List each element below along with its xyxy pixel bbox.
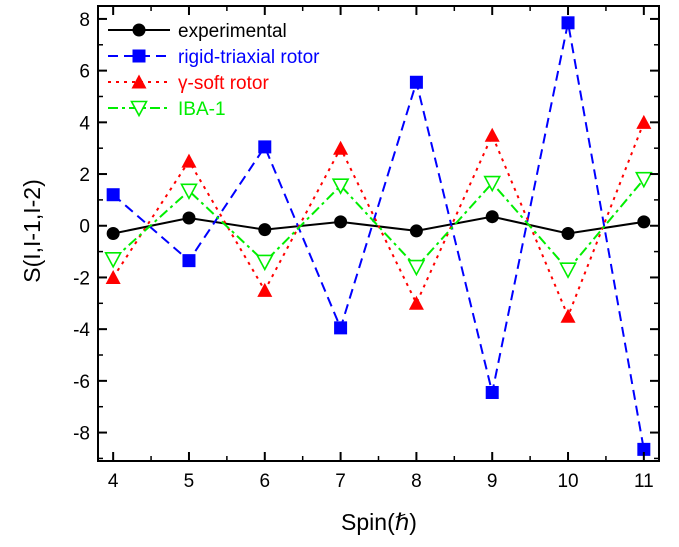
data-point	[637, 215, 651, 229]
data-point	[182, 211, 196, 225]
x-tick-label: 7	[335, 471, 346, 492]
data-point	[560, 308, 576, 323]
data-point	[561, 227, 575, 240]
legend-label: γ-soft rotor	[178, 73, 269, 94]
y-tick-label: 2	[79, 165, 90, 186]
data-point	[106, 188, 120, 202]
data-point	[258, 223, 272, 237]
x-tick-label: 8	[411, 471, 422, 492]
data-point	[106, 227, 120, 240]
data-point	[258, 140, 272, 154]
legend-label: IBA-1	[178, 99, 226, 120]
legend-marker	[131, 74, 147, 89]
legend-item-1: rigid-triaxial rotor	[108, 47, 320, 68]
x-tick-label: 6	[259, 471, 270, 492]
series-line	[112, 178, 645, 272]
data-point	[408, 295, 424, 310]
legend-item-2: γ-soft rotor	[108, 73, 269, 94]
data-point	[181, 153, 197, 168]
y-tick-label: 4	[79, 113, 90, 134]
y-tick-label: 8	[79, 10, 90, 31]
data-point	[637, 442, 651, 456]
data-point	[485, 210, 499, 224]
data-point	[483, 175, 502, 193]
data-point	[255, 254, 274, 272]
series-0	[106, 210, 651, 240]
series-3	[104, 171, 653, 279]
x-tick-label: 9	[487, 471, 498, 492]
legend-item-0: experimental	[108, 21, 287, 42]
legend-item-3: IBA-1	[108, 99, 226, 120]
data-point	[104, 252, 122, 269]
data-point	[333, 140, 349, 155]
axes-layer: 4 5 6 7 8 9 10 11 -8 -6 -4 -2 0 2 4 6 8	[73, 5, 660, 492]
y-tick-label: -8	[73, 424, 90, 445]
legend-label: experimental	[178, 21, 287, 42]
legend-label: rigid-triaxial rotor	[178, 47, 320, 68]
data-point	[407, 259, 426, 277]
x-tick-label: 10	[557, 471, 578, 492]
legend-marker	[132, 23, 146, 37]
data-point	[636, 114, 652, 129]
y-tick-label: -4	[73, 320, 90, 341]
legend-marker	[130, 100, 148, 118]
legend: experimental rigid-triaxial rotor γ-soft r…	[108, 21, 320, 120]
y-axis-label: S(I,I-1,I-2)	[19, 179, 45, 283]
x-tick-label: 11	[634, 471, 654, 492]
y-tick-label: 0	[79, 217, 90, 238]
series-layer	[104, 16, 653, 456]
x-tick-label: 4	[108, 471, 119, 492]
y-tick-label: -6	[73, 372, 90, 393]
data-point	[331, 178, 350, 195]
data-point	[409, 75, 423, 89]
data-point	[105, 269, 121, 284]
legend-marker	[132, 49, 146, 63]
data-point	[257, 282, 273, 297]
series-line	[112, 22, 645, 450]
y-tick-label: 6	[79, 62, 90, 83]
x-axis-label: Spin(ℏ)	[341, 509, 417, 535]
data-point	[334, 215, 348, 229]
series-2	[105, 114, 652, 323]
data-point	[559, 262, 577, 279]
data-point	[334, 321, 348, 335]
data-point	[182, 254, 196, 268]
data-point	[635, 171, 653, 189]
data-point	[485, 385, 499, 399]
series-line	[112, 121, 645, 319]
y-tick-label: -2	[73, 268, 90, 289]
x-tick-label: 5	[184, 471, 195, 492]
data-point	[484, 127, 500, 142]
series-1	[106, 16, 651, 456]
data-point	[561, 16, 575, 30]
data-point	[180, 183, 198, 201]
data-point	[409, 224, 423, 238]
